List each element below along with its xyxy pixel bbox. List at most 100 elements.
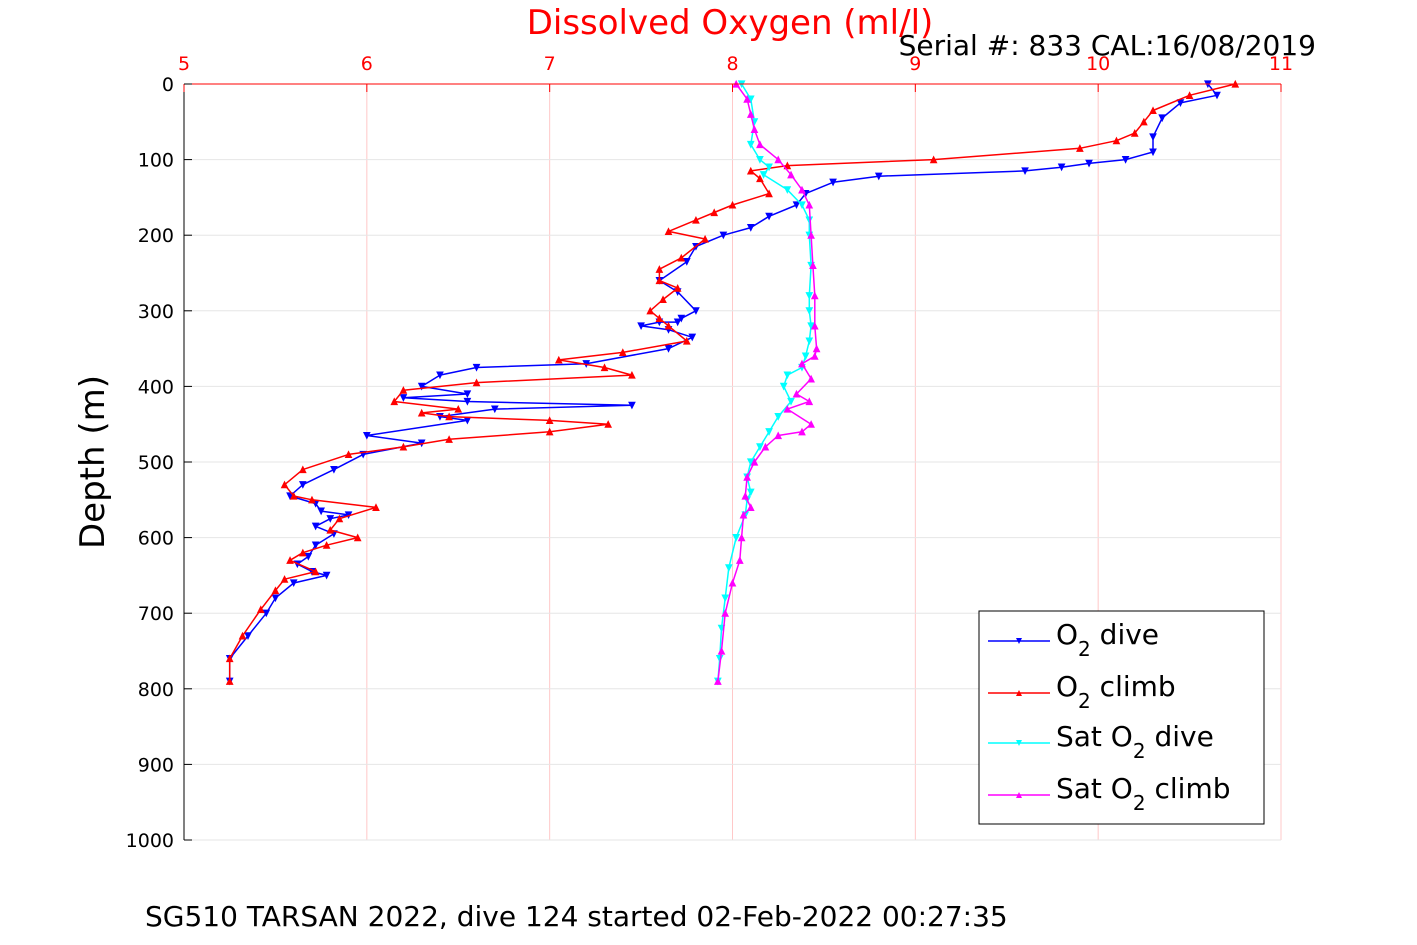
series-2-marker <box>604 420 613 428</box>
series-4-marker <box>761 442 770 451</box>
series-1-marker <box>490 405 499 414</box>
y-tick-label: 900 <box>138 754 174 776</box>
x-tick-label: 8 <box>726 53 738 75</box>
series-1-marker <box>688 333 697 342</box>
y-tick-label: 100 <box>138 150 174 172</box>
series-1-marker <box>289 579 298 588</box>
series-2-marker <box>225 654 234 663</box>
series-1-marker <box>330 465 338 474</box>
series-3-marker <box>765 163 773 172</box>
series-3-marker <box>783 186 792 194</box>
series-1-marker <box>463 397 472 406</box>
legend-box <box>978 610 1265 825</box>
series-2-marker <box>664 227 673 236</box>
x-tick-label: 11 <box>1269 53 1293 75</box>
series-1-marker <box>682 258 691 266</box>
series-1-marker <box>436 371 444 380</box>
series-4-marker <box>743 95 751 103</box>
series-3-marker <box>805 307 814 315</box>
series-2-marker <box>372 503 380 511</box>
series-3-marker <box>746 95 755 104</box>
series-2-marker <box>289 491 298 500</box>
serial-label: Serial #: 833 CAL:16/08/2019 <box>899 29 1316 62</box>
series-3-marker <box>805 337 814 346</box>
series-4-marker <box>743 473 751 481</box>
series-1-marker <box>304 552 313 561</box>
series-2-marker <box>765 189 773 198</box>
series-4-marker <box>792 389 801 398</box>
y-tick-label: 500 <box>138 452 174 474</box>
series-2-marker <box>280 480 289 489</box>
series-1-marker <box>677 314 686 323</box>
series-1-marker <box>472 363 481 372</box>
series-2-marker <box>545 427 554 436</box>
legend: O2 dive O2 climb Sat O2 dive Sat O2 climb <box>978 610 1265 825</box>
series-3-marker <box>732 534 741 542</box>
x-tick-label: 10 <box>1086 53 1110 75</box>
series-4-marker <box>798 185 806 194</box>
series-1-marker <box>765 212 773 221</box>
series-4-marker <box>735 556 744 564</box>
series-2-marker <box>322 541 331 549</box>
y-tick-label: 1000 <box>126 830 174 852</box>
series-2-marker <box>225 677 234 685</box>
series-3-marker <box>724 564 733 572</box>
series-4-marker <box>783 404 792 413</box>
series-3-marker <box>779 382 788 391</box>
legend-label: Sat O2 climb <box>1056 772 1231 815</box>
series-4-marker <box>746 110 755 118</box>
x-tick-label: 9 <box>909 53 921 75</box>
series-4-marker <box>714 677 722 685</box>
series-2-marker <box>308 495 316 504</box>
series-3-marker <box>774 413 783 421</box>
x-tick-label: 5 <box>178 53 190 75</box>
series-2-marker <box>286 556 294 564</box>
series-1-marker <box>463 390 472 399</box>
series-1-marker <box>1158 114 1167 123</box>
series-3-marker <box>798 201 806 210</box>
series-2-marker <box>417 408 426 417</box>
series-4-marker <box>807 231 815 239</box>
series-2-marker <box>554 355 563 364</box>
y-tick-label: 200 <box>138 225 174 247</box>
series-3-marker <box>801 352 810 361</box>
series-1-marker <box>829 178 837 187</box>
series-4-marker <box>728 578 737 587</box>
series-1-marker <box>326 515 335 523</box>
series-layer <box>225 79 1240 686</box>
series-4-marker <box>805 397 814 406</box>
series-1-marker <box>1021 167 1029 176</box>
series-2-marker <box>692 215 700 224</box>
series-3-marker <box>756 443 764 451</box>
series-4-marker <box>774 431 783 440</box>
series-2-marker <box>618 348 627 356</box>
y-tick-label: 600 <box>138 528 174 550</box>
series-4-marker <box>810 321 819 330</box>
series-2-marker <box>1140 117 1148 126</box>
series-2-marker <box>746 166 755 175</box>
y-tick-label: 400 <box>138 376 174 398</box>
series-3-marker <box>765 428 773 436</box>
grid <box>183 83 1282 841</box>
series-2-marker <box>664 321 673 330</box>
series-2-marker <box>454 404 463 413</box>
series-4-marker <box>737 533 746 542</box>
series-4-marker <box>810 352 819 360</box>
series-2-marker <box>1076 144 1084 152</box>
series-2-marker <box>783 161 792 170</box>
series-4-marker <box>721 609 730 617</box>
series-2-marker <box>311 567 320 576</box>
series-2-marker <box>326 525 335 534</box>
series-4-marker <box>812 344 821 353</box>
series-2-marker <box>728 200 737 209</box>
x-tick-label: 7 <box>544 53 556 75</box>
series-2-marker <box>677 253 686 262</box>
series-4-marker <box>756 140 764 149</box>
series-4-marker <box>739 510 748 519</box>
series-2-marker <box>655 265 664 273</box>
series-4-marker <box>746 503 755 511</box>
series-1-marker <box>792 201 801 210</box>
series-4-marker <box>750 457 759 466</box>
axes: 5 6 7 8 9 10 11 0 100 200 300 400 500 600 700 800 900 100… <box>126 53 1293 852</box>
series-1-marker <box>1121 155 1130 164</box>
